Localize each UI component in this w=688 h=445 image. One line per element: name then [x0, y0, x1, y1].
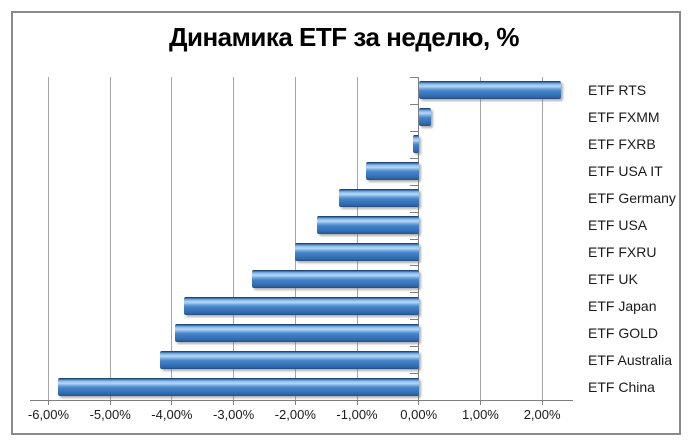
category-label: ETF RTS — [588, 82, 647, 99]
category-axis-tick — [410, 292, 420, 294]
category-label: ETF China — [588, 378, 655, 395]
gridline — [109, 77, 111, 400]
gridline — [356, 77, 358, 400]
gridline — [48, 77, 49, 400]
category-axis-tick — [410, 265, 420, 267]
category-axis-tick — [410, 373, 420, 375]
x-tick-label: -3,00% — [213, 407, 255, 422]
category-label: ETF FXRU — [588, 243, 657, 260]
category-axis-tick — [410, 211, 420, 213]
category-axis-tick — [410, 184, 420, 186]
x-tick-label: -1,00% — [336, 407, 378, 422]
bar-etf-gold — [175, 323, 419, 342]
gridline — [171, 77, 173, 400]
bar-etf-fxru — [295, 242, 419, 261]
category-axis-tick — [410, 319, 420, 321]
category-label: ETF GOLD — [588, 324, 659, 341]
x-axis-tick — [109, 400, 111, 405]
bar-etf-uk — [252, 269, 419, 288]
x-axis-line — [30, 400, 573, 401]
category-label: ETF USA IT — [588, 163, 663, 180]
category-label: ETF Australia — [588, 351, 673, 368]
x-tick-label: -5,00% — [89, 407, 131, 422]
gridline — [294, 77, 296, 400]
category-label: ETF UK — [588, 270, 638, 287]
x-axis-tick — [171, 400, 173, 405]
x-tick-label: -4,00% — [151, 407, 193, 422]
bar-etf-rts — [418, 81, 561, 100]
category-label: ETF FXRB — [588, 136, 656, 153]
x-tick-label: -6,00% — [27, 407, 70, 422]
category-label: ETF USA — [588, 217, 648, 234]
category-label: ETF Germany — [588, 190, 676, 207]
category-label: ETF Japan — [588, 297, 657, 314]
x-axis-tick — [541, 400, 543, 405]
x-tick-label: 0,00% — [400, 407, 438, 422]
chart-title: Динамика ETF за неделю, % — [168, 22, 520, 52]
bar-etf-australia — [159, 350, 419, 369]
x-tick-label: 1,00% — [462, 407, 499, 422]
x-axis-tick — [48, 400, 49, 405]
category-axis-tick — [410, 130, 420, 132]
bar-etf-usa — [316, 216, 419, 235]
x-tick-label: -2,00% — [274, 407, 316, 422]
x-axis-tick — [294, 400, 296, 405]
category-axis-tick — [410, 400, 420, 401]
category-axis-tick — [410, 346, 420, 348]
x-axis-tick — [418, 400, 420, 405]
gridline — [233, 77, 235, 400]
bar-etf-fxrb — [412, 135, 419, 154]
x-tick-label: 2,00% — [523, 407, 561, 422]
bar-etf-fxmm — [418, 108, 432, 127]
category-axis-tick — [410, 103, 420, 105]
category-axis-tick — [410, 238, 420, 240]
category-axis-tick — [410, 77, 420, 78]
x-axis-tick — [356, 400, 358, 405]
bar-etf-china — [57, 377, 419, 396]
gridline — [479, 77, 481, 400]
x-axis-tick — [479, 400, 481, 405]
category-axis-tick — [410, 157, 420, 159]
x-axis-tick — [233, 400, 235, 405]
gridline — [541, 77, 543, 400]
bar-etf-japan — [184, 296, 419, 315]
category-label: ETF FXMM — [588, 109, 660, 126]
bar-etf-usa-it — [366, 162, 419, 181]
bar-etf-germany — [338, 189, 419, 208]
